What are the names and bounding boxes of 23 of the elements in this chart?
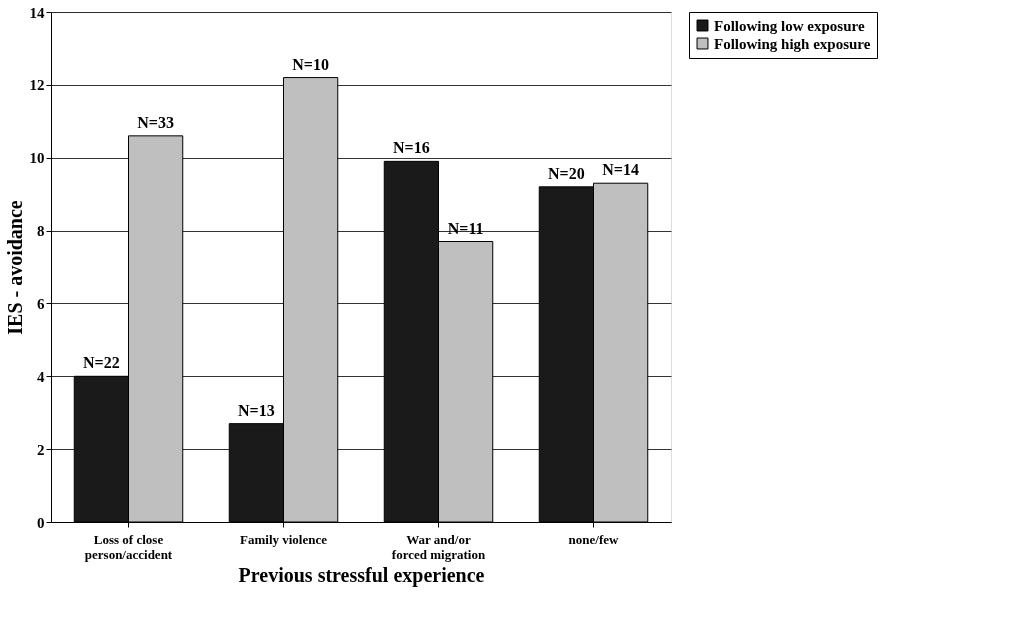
annotation: N=22 — [83, 354, 120, 372]
x-tick-label: Family violence — [239, 531, 328, 547]
y-tick-label: 14 — [29, 4, 45, 21]
legend-label: Following low exposure — [714, 17, 865, 34]
x-axis-title: Previous stressful experience — [238, 563, 485, 587]
annotation: N=20 — [548, 164, 585, 182]
annotation: N=33 — [137, 113, 174, 131]
y-axis-title: IES - avoidance — [3, 200, 26, 335]
annotation: N=16 — [393, 139, 430, 157]
x-tick-label: War and/or forced migration — [391, 531, 486, 562]
y-tick-label: 0 — [37, 514, 45, 531]
y-tick-label: 8 — [37, 223, 45, 240]
y-tick-label: 6 — [37, 295, 45, 312]
y-tick-label: 12 — [29, 77, 45, 94]
legend-label: Following high exposure — [714, 35, 871, 52]
x-tick-label: none/few — [568, 531, 620, 547]
y-tick-label: 10 — [29, 150, 45, 167]
y-tick-label: 2 — [37, 441, 45, 458]
annotation: N=13 — [238, 401, 275, 419]
x-tick-label: Loss of close person/accident — [84, 531, 173, 562]
y-tick-label: 4 — [37, 368, 45, 385]
annotation: N=14 — [602, 161, 639, 179]
annotation: N=10 — [292, 55, 329, 73]
